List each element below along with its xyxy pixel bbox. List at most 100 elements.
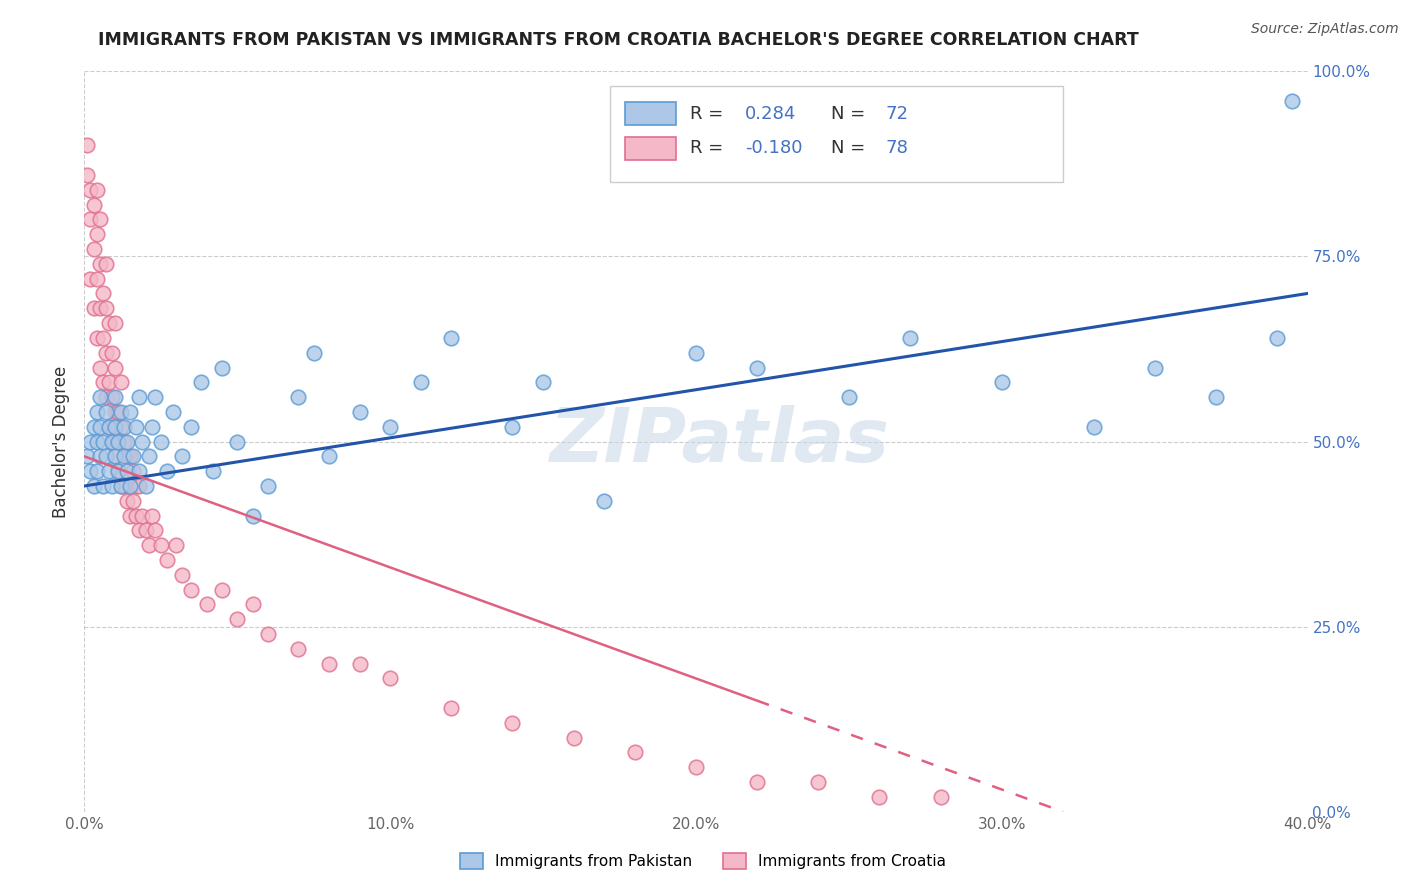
Point	[107, 464, 129, 478]
Point	[101, 434, 124, 449]
Legend: Immigrants from Pakistan, Immigrants from Croatia: Immigrants from Pakistan, Immigrants fro…	[454, 847, 952, 875]
Point	[869, 789, 891, 804]
Point	[122, 450, 145, 464]
Point	[349, 405, 371, 419]
Point	[624, 746, 647, 760]
Point	[991, 376, 1014, 390]
Point	[101, 345, 124, 359]
Point	[120, 508, 142, 523]
Point	[807, 775, 830, 789]
Text: ZIPatlas: ZIPatlas	[550, 405, 890, 478]
Point	[242, 508, 264, 523]
Text: R =: R =	[690, 139, 728, 157]
Point	[79, 212, 101, 227]
Point	[112, 450, 135, 464]
Point	[135, 524, 157, 538]
Point	[115, 434, 138, 449]
Point	[380, 419, 402, 434]
Point	[131, 434, 153, 449]
Point	[94, 405, 117, 419]
Text: 0.284: 0.284	[745, 104, 796, 122]
Point	[86, 434, 108, 449]
Point	[685, 760, 707, 774]
Point	[86, 405, 108, 419]
Point	[115, 450, 138, 464]
Point	[97, 419, 120, 434]
Point	[94, 345, 117, 359]
Point	[172, 567, 194, 582]
Point	[122, 493, 145, 508]
Point	[125, 508, 148, 523]
Point	[94, 301, 117, 316]
Point	[172, 450, 194, 464]
Point	[135, 479, 157, 493]
Point	[593, 493, 616, 508]
Point	[83, 197, 105, 211]
Point	[1281, 94, 1303, 108]
Point	[120, 405, 142, 419]
Point	[128, 479, 150, 493]
Point	[101, 434, 124, 449]
Point	[115, 464, 138, 478]
Point	[94, 390, 117, 404]
Point	[122, 464, 145, 478]
Point	[318, 450, 340, 464]
Point	[104, 450, 127, 464]
Point	[1143, 360, 1166, 375]
Point	[685, 345, 707, 359]
Point	[190, 376, 212, 390]
Point	[257, 627, 280, 641]
Point	[110, 479, 132, 493]
Point	[165, 538, 187, 552]
Text: 72: 72	[886, 104, 908, 122]
Point	[149, 434, 172, 449]
Point	[380, 672, 402, 686]
Point	[76, 168, 98, 182]
Point	[107, 434, 129, 449]
Point	[110, 419, 132, 434]
Point	[86, 227, 108, 242]
Point	[94, 450, 117, 464]
FancyBboxPatch shape	[610, 87, 1063, 183]
Point	[242, 598, 264, 612]
Point	[531, 376, 554, 390]
Point	[838, 390, 860, 404]
Point	[128, 390, 150, 404]
Point	[120, 450, 142, 464]
FancyBboxPatch shape	[626, 136, 676, 161]
Point	[89, 450, 111, 464]
Point	[89, 390, 111, 404]
Point	[180, 419, 202, 434]
Point	[83, 419, 105, 434]
Point	[83, 242, 105, 256]
Point	[226, 612, 249, 626]
Point	[112, 419, 135, 434]
Point	[86, 271, 108, 285]
Point	[112, 479, 135, 493]
Point	[89, 419, 111, 434]
Point	[79, 271, 101, 285]
Point	[125, 479, 148, 493]
Point	[89, 257, 111, 271]
Point	[502, 419, 524, 434]
Point	[79, 464, 101, 478]
Point	[112, 434, 135, 449]
Point	[156, 464, 179, 478]
Point	[97, 376, 120, 390]
Point	[79, 183, 101, 197]
Point	[76, 138, 98, 153]
Point	[110, 405, 132, 419]
Point	[1205, 390, 1227, 404]
Point	[747, 775, 769, 789]
Point	[89, 301, 111, 316]
Point	[162, 405, 184, 419]
Point	[409, 376, 432, 390]
Point	[898, 331, 921, 345]
Point	[180, 582, 202, 597]
Y-axis label: Bachelor's Degree: Bachelor's Degree	[52, 366, 70, 517]
Point	[747, 360, 769, 375]
Point	[89, 360, 111, 375]
Point	[287, 390, 309, 404]
Text: N =: N =	[831, 104, 870, 122]
Point	[79, 434, 101, 449]
